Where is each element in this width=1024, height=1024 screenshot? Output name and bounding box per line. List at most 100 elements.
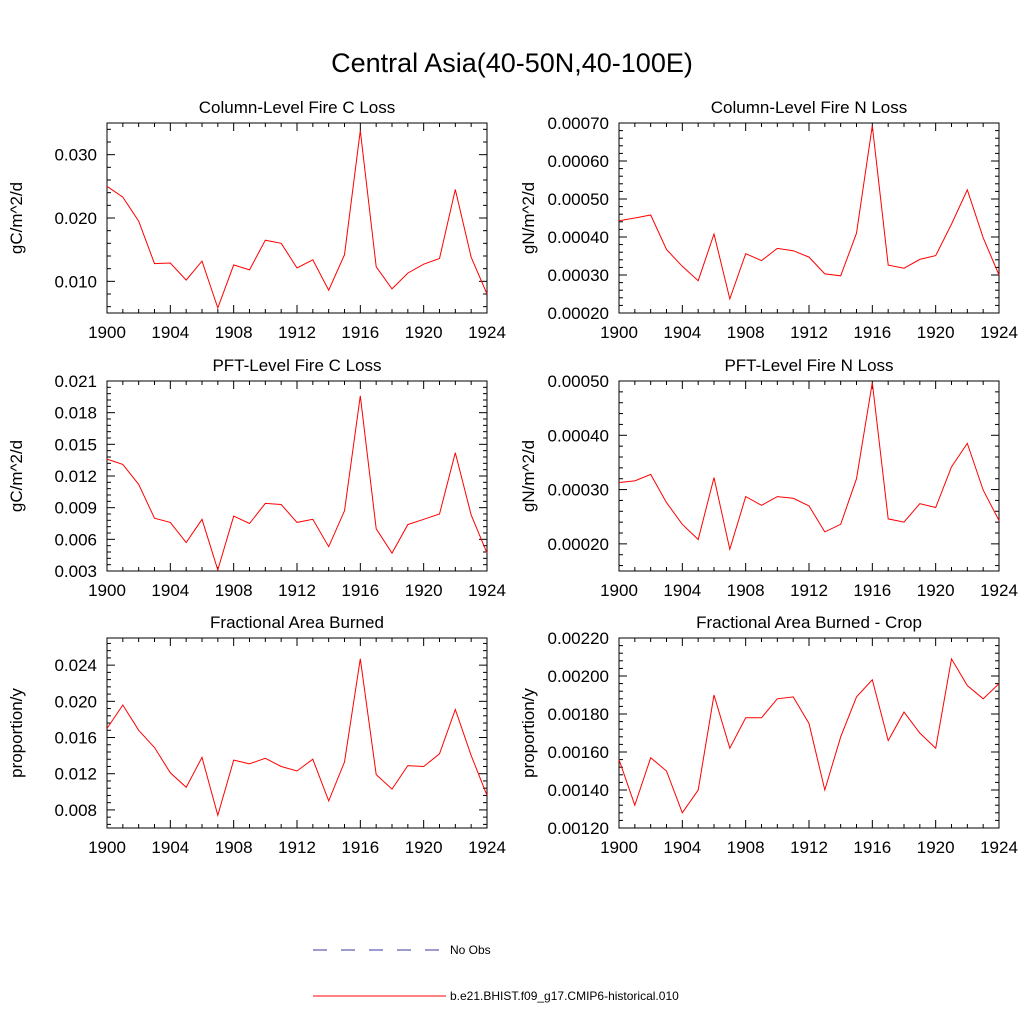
plot-frame xyxy=(106,380,488,572)
x-tick-label: 1908 xyxy=(215,323,253,342)
legend-model-label: b.e21.BHIST.f09_g17.CMIP6-historical.010 xyxy=(450,989,679,1003)
y-tick-label: 0.003 xyxy=(54,562,97,581)
x-tick-label: 1900 xyxy=(600,838,638,857)
plot-frame xyxy=(618,637,1000,829)
x-tick-label: 1900 xyxy=(88,323,126,342)
x-tick-label: 1920 xyxy=(917,323,955,342)
x-tick-label: 1904 xyxy=(663,838,701,857)
panel-title: Column-Level Fire N Loss xyxy=(711,98,908,117)
x-tick-label: 1908 xyxy=(215,581,253,600)
x-tick-label: 1916 xyxy=(853,838,891,857)
plot-frame xyxy=(618,380,1000,572)
y-tick-label: 0.030 xyxy=(54,146,97,165)
figure-title: Central Asia(40-50N,40-100E) xyxy=(331,48,693,78)
x-tick-label: 1924 xyxy=(468,838,506,857)
series-line xyxy=(106,658,488,818)
x-tick-label: 1912 xyxy=(790,581,828,600)
x-tick-label: 1924 xyxy=(980,581,1018,600)
panel-title: Fractional Area Burned - Crop xyxy=(696,613,922,632)
y-tick-label: 0.00050 xyxy=(548,372,609,391)
x-tick-label: 1912 xyxy=(790,838,828,857)
x-tick-label: 1920 xyxy=(405,581,443,600)
x-tick-label: 1924 xyxy=(468,323,506,342)
x-tick-label: 1904 xyxy=(151,323,189,342)
y-tick-label: 0.021 xyxy=(54,372,97,391)
y-tick-label: 0.018 xyxy=(54,404,97,423)
x-tick-label: 1904 xyxy=(151,581,189,600)
y-tick-label: 0.010 xyxy=(54,272,97,291)
panel-title: Column-Level Fire C Loss xyxy=(199,98,396,117)
y-tick-label: 0.00020 xyxy=(548,304,609,323)
x-tick-label: 1908 xyxy=(215,838,253,857)
x-tick-label: 1908 xyxy=(727,323,765,342)
panel-title: Fractional Area Burned xyxy=(210,613,384,632)
y-axis-label: proportion/y xyxy=(519,688,538,778)
series-line xyxy=(106,130,488,310)
y-tick-label: 0.020 xyxy=(54,209,97,228)
series-line xyxy=(618,657,1000,814)
y-tick-label: 0.015 xyxy=(54,435,97,454)
x-tick-label: 1920 xyxy=(405,838,443,857)
legend: No Obs b.e21.BHIST.f09_g17.CMIP6-histori… xyxy=(313,943,679,1003)
panel-title: PFT-Level Fire N Loss xyxy=(724,356,893,375)
y-tick-label: 0.016 xyxy=(54,729,97,748)
y-tick-label: 0.00220 xyxy=(548,629,609,648)
x-tick-label: 1912 xyxy=(790,323,828,342)
x-tick-label: 1920 xyxy=(917,581,955,600)
x-tick-label: 1900 xyxy=(88,581,126,600)
y-tick-label: 0.020 xyxy=(54,692,97,711)
y-tick-label: 0.00050 xyxy=(548,190,609,209)
y-tick-label: 0.00070 xyxy=(548,114,609,133)
chart-panel-1: Column-Level Fire C Loss gC/m^2/d 1900 1904… xyxy=(7,98,506,342)
chart-panel-6: Fractional Area Burned - Crop proportion/… xyxy=(519,613,1018,857)
legend-obs-label: No Obs xyxy=(450,943,491,957)
chart-panel-2: Column-Level Fire N Loss gN/m^2/d 1900 1904… xyxy=(519,98,1018,342)
x-tick-label: 1912 xyxy=(278,323,316,342)
x-tick-label: 1916 xyxy=(341,838,379,857)
chart-panel-3: PFT-Level Fire C Loss gC/m^2/d 1900 1904 190… xyxy=(7,356,506,600)
y-tick-label: 0.00040 xyxy=(548,426,609,445)
y-axis-label: gC/m^2/d xyxy=(7,440,26,512)
y-tick-label: 0.00160 xyxy=(548,743,609,762)
x-tick-label: 1912 xyxy=(278,838,316,857)
x-tick-label: 1904 xyxy=(151,838,189,857)
x-tick-label: 1900 xyxy=(600,581,638,600)
x-tick-label: 1908 xyxy=(727,581,765,600)
y-axis-label: gN/m^2/d xyxy=(519,182,538,254)
x-tick-label: 1900 xyxy=(600,323,638,342)
plot-frame xyxy=(106,637,488,829)
y-axis-label: proportion/y xyxy=(7,688,26,778)
panel-title: PFT-Level Fire C Loss xyxy=(212,356,381,375)
y-tick-label: 0.00200 xyxy=(548,667,609,686)
x-tick-label: 1900 xyxy=(88,838,126,857)
x-tick-label: 1924 xyxy=(980,323,1018,342)
x-tick-label: 1924 xyxy=(980,838,1018,857)
x-tick-label: 1916 xyxy=(853,323,891,342)
series-line xyxy=(618,125,1000,301)
x-tick-label: 1904 xyxy=(663,581,701,600)
y-tick-label: 0.006 xyxy=(54,530,97,549)
y-tick-label: 0.00140 xyxy=(548,781,609,800)
y-tick-label: 0.024 xyxy=(54,656,97,675)
y-tick-label: 0.00040 xyxy=(548,228,609,247)
x-tick-label: 1916 xyxy=(341,581,379,600)
y-axis-label: gN/m^2/d xyxy=(519,440,538,512)
chart-panel-4: PFT-Level Fire N Loss gN/m^2/d 1900 1904 190… xyxy=(519,356,1018,600)
y-tick-label: 0.00120 xyxy=(548,819,609,838)
y-axis-label: gC/m^2/d xyxy=(7,182,26,254)
y-tick-label: 0.00020 xyxy=(548,535,609,554)
plot-frame xyxy=(106,122,488,314)
y-tick-label: 0.00180 xyxy=(548,705,609,724)
y-tick-label: 0.00030 xyxy=(548,481,609,500)
y-tick-label: 0.00030 xyxy=(548,266,609,285)
x-tick-label: 1916 xyxy=(341,323,379,342)
y-tick-label: 0.008 xyxy=(54,801,97,820)
chart-panel-5: Fractional Area Burned proportion/y 1900 19… xyxy=(7,613,506,857)
x-tick-label: 1904 xyxy=(663,323,701,342)
x-tick-label: 1916 xyxy=(853,581,891,600)
series-line xyxy=(106,395,488,572)
x-tick-label: 1912 xyxy=(278,581,316,600)
series-line xyxy=(618,382,1000,552)
y-tick-label: 0.012 xyxy=(54,467,97,486)
x-tick-label: 1920 xyxy=(405,323,443,342)
